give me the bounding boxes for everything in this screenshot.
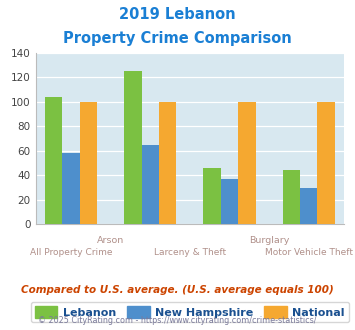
Bar bbox=[203, 168, 221, 224]
Bar bbox=[238, 102, 256, 224]
Bar bbox=[62, 153, 80, 224]
Text: Burglary: Burglary bbox=[249, 236, 289, 246]
Text: Property Crime Comparison: Property Crime Comparison bbox=[63, 31, 292, 46]
Text: Compared to U.S. average. (U.S. average equals 100): Compared to U.S. average. (U.S. average … bbox=[21, 285, 334, 295]
Legend: Lebanon, New Hampshire, National: Lebanon, New Hampshire, National bbox=[31, 302, 349, 322]
Text: © 2025 CityRating.com - https://www.cityrating.com/crime-statistics/: © 2025 CityRating.com - https://www.city… bbox=[38, 316, 317, 325]
Bar bbox=[80, 102, 97, 224]
Text: All Property Crime: All Property Crime bbox=[30, 248, 113, 257]
Bar bbox=[283, 171, 300, 224]
Bar bbox=[221, 179, 238, 224]
Bar bbox=[124, 71, 142, 224]
Bar bbox=[300, 188, 317, 224]
Text: 2019 Lebanon: 2019 Lebanon bbox=[119, 7, 236, 21]
Bar bbox=[45, 97, 62, 224]
Bar bbox=[142, 145, 159, 224]
Text: Motor Vehicle Theft: Motor Vehicle Theft bbox=[265, 248, 353, 257]
Bar bbox=[317, 102, 335, 224]
Text: Arson: Arson bbox=[97, 236, 124, 246]
Text: Larceny & Theft: Larceny & Theft bbox=[154, 248, 226, 257]
Bar bbox=[159, 102, 176, 224]
